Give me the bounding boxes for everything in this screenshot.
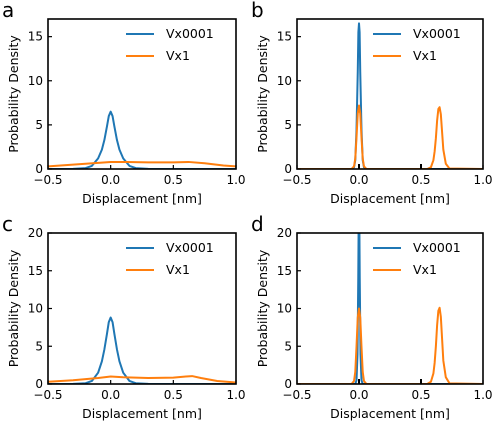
series-line-0 [297,22,483,169]
series-line-1 [297,104,483,169]
x-tick-label: 1.0 [226,388,245,402]
y-tick-label: 15 [277,30,292,44]
y-tick-label: 5 [284,339,292,353]
series-line-1 [297,306,483,384]
x-tick-label: 0.0 [349,388,368,402]
x-tick-label: 1.0 [473,173,492,187]
legend: Vx0001 Vx1 [126,240,214,277]
y-axis-title: Probability Density [6,35,21,153]
y-tick-label: 15 [28,30,43,44]
panel-b: b −0.5 0.0 0.5 1.0 0 5 10 15 Displacement [nm] Pro… [251,0,493,206]
x-tick-label: 0.5 [164,173,183,187]
x-tick-label: −0.5 [33,388,62,402]
series-line-1 [48,160,236,168]
panel-letter: b [251,0,264,22]
y-tick-label: 0 [284,377,292,391]
legend-label: Vx1 [413,48,437,63]
y-tick-label: 5 [35,339,43,353]
x-tick-label: 0.0 [101,173,120,187]
x-tick-label: −0.5 [282,388,311,402]
x-tick-label: −0.5 [33,173,62,187]
y-tick-label: 15 [277,264,292,278]
legend-label: Vx1 [166,48,190,63]
axes-frame [47,232,237,385]
series-line-0 [48,110,236,169]
x-tick-label: 1.0 [473,388,492,402]
x-tick-label: 0.5 [164,388,183,402]
y-tick-label: 0 [35,377,43,391]
panel-a: a −0.5 0.0 0.5 1.0 0 5 10 15 Displacement [nm] Pro… [2,0,246,206]
y-tick-label: 10 [28,302,43,316]
series-line-1 [48,375,236,384]
y-tick-label: 10 [277,302,292,316]
x-tick-label: −0.5 [282,173,311,187]
x-tick-label: 1.0 [226,173,245,187]
legend-label: Vx0001 [166,26,214,41]
legend: Vx0001 Vx1 [126,26,214,63]
legend-label: Vx0001 [166,240,214,255]
x-tick-label: 0.0 [101,388,120,402]
x-tick-label: 0.0 [349,173,368,187]
y-tick-label: 10 [277,74,292,88]
y-tick-label: 15 [28,264,43,278]
y-tick-label: 5 [35,118,43,132]
panel-letter: c [2,212,13,236]
panel-letter: a [2,0,14,22]
x-tick-label: 0.5 [411,173,430,187]
y-tick-label: 20 [277,226,292,240]
axes-frame [296,232,484,385]
legend: Vx0001 Vx1 [373,240,461,277]
x-axis-title: Displacement [nm] [330,406,450,421]
axes-frame [296,18,484,170]
panel-c: c −0.5 0.0 0.5 1.0 0 5 10 15 20 Displacement [nm] P… [2,212,246,421]
panel-letter: d [251,212,264,236]
panel-d: d −0.5 0.0 0.5 1.0 0 5 10 15 20 Displacement [nm] P… [251,212,493,421]
legend-label: Vx0001 [413,26,461,41]
series-line-0 [297,233,483,384]
axes-frame [47,18,237,170]
y-tick-label: 0 [35,162,43,176]
x-axis-title: Displacement [nm] [82,191,202,206]
legend-label: Vx1 [413,262,437,277]
y-axis-title: Probability Density [255,249,270,367]
legend-label: Vx0001 [413,240,461,255]
x-axis-title: Displacement [nm] [82,406,202,421]
x-tick-label: 0.5 [411,388,430,402]
x-axis-title: Displacement [nm] [330,191,450,206]
y-tick-label: 20 [28,226,43,240]
y-tick-label: 10 [28,74,43,88]
y-tick-label: 5 [284,118,292,132]
y-axis-title: Probability Density [6,249,21,367]
series-line-0 [48,316,236,384]
legend: Vx0001 Vx1 [373,26,461,63]
y-tick-label: 0 [284,162,292,176]
y-axis-title: Probability Density [255,35,270,153]
legend-label: Vx1 [166,262,190,277]
